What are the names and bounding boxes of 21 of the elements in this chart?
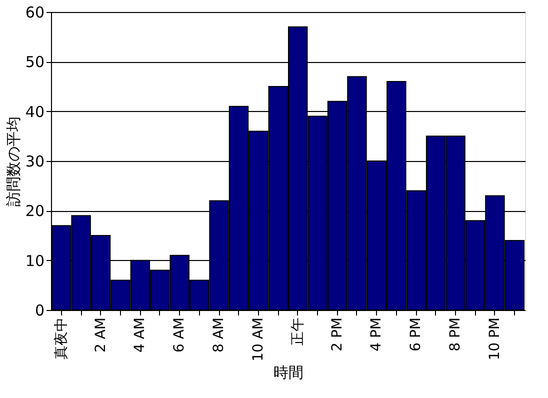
x-tick-label: 4 AM	[132, 318, 148, 353]
y-tick-label: 40	[25, 102, 44, 121]
x-tick-label: 4 PM	[368, 318, 385, 352]
x-tick-label: 2 PM	[329, 318, 346, 352]
y-axis-title: 訪問数の平均	[4, 116, 22, 206]
x-tick-label: 正午	[290, 318, 306, 346]
x-tick-label: 8 AM	[211, 318, 228, 353]
y-tick-label: 20	[25, 202, 44, 220]
y-tick-label: 30	[25, 152, 44, 170]
x-axis-title: 時間	[274, 363, 304, 382]
y-tick-label: 50	[25, 53, 44, 72]
x-tick-label: 10 PM	[486, 318, 503, 360]
x-tick-label: 10 AM	[250, 318, 266, 362]
x-tick-label: 6 AM	[172, 318, 188, 353]
x-tick-label: 真夜中	[53, 318, 70, 360]
y-tick-label: 60	[25, 4, 44, 22]
y-tick-label: 10	[25, 252, 44, 270]
x-tick-label: 6 PM	[408, 318, 424, 352]
x-tick-label: 2 AM	[92, 318, 109, 353]
y-tick-label: 0	[34, 302, 44, 320]
x-tick-label: 8 PM	[448, 318, 464, 352]
